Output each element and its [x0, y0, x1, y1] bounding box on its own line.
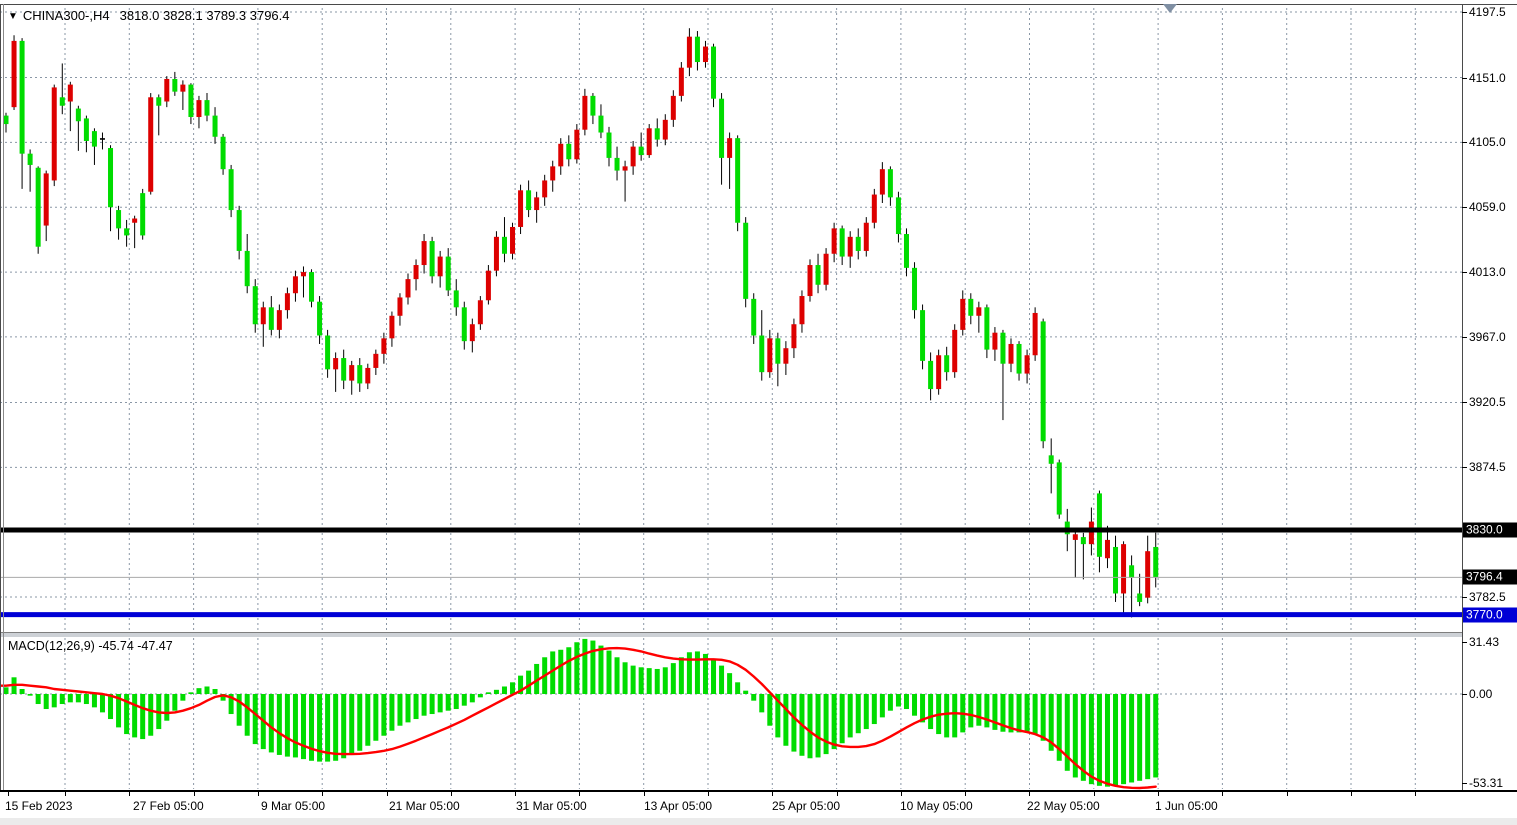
price-tick	[1462, 142, 1467, 143]
time-axis-tick	[579, 791, 580, 796]
time-axis-tick	[1351, 791, 1352, 796]
time-axis-tick	[644, 791, 645, 796]
price-tick	[1462, 207, 1467, 208]
time-axis-tick	[194, 791, 195, 796]
price-tick	[1462, 272, 1467, 273]
time-axis-tick	[387, 791, 388, 796]
price-tick	[1462, 467, 1467, 468]
title-ohlc-values: 3818.0 3828.1 3789.3 3796.4	[119, 8, 290, 23]
price-tick	[1462, 78, 1467, 79]
time-axis-tick	[322, 791, 323, 796]
time-axis-label: 10 May 05:00	[900, 799, 973, 813]
macd-tick-label: 0.00	[1469, 687, 1493, 701]
macd-tick	[1462, 783, 1467, 784]
time-axis-label: 1 Jun 05:00	[1155, 799, 1218, 813]
window-border-left-inner	[3, 4, 4, 791]
macd-name: MACD(12,26,9)	[8, 639, 95, 653]
time-axis-tick	[772, 791, 773, 796]
axis-divider	[1462, 4, 1463, 791]
time-axis-border	[0, 790, 1517, 792]
level-label-3830: 3830.0	[1463, 522, 1517, 538]
price-tick-label: 4105.0	[1469, 135, 1506, 149]
price-tick	[1462, 402, 1467, 403]
price-tick	[1462, 337, 1467, 338]
time-axis-tick	[451, 791, 452, 796]
macd-tick	[1462, 694, 1467, 695]
macd-indicator-label: MACD(12,26,9) -45.74 -47.47	[8, 639, 173, 653]
time-axis-tick	[1222, 791, 1223, 796]
price-tick-label: 4197.5	[1469, 5, 1506, 19]
time-axis-label: 27 Feb 05:00	[133, 799, 204, 813]
time-axis-tick	[837, 791, 838, 796]
window-border-left	[0, 4, 1, 791]
time-axis-label: 21 Mar 05:00	[389, 799, 460, 813]
time-axis-tick	[1094, 791, 1095, 796]
time-axis-tick	[1415, 791, 1416, 796]
time-axis-tick	[8, 791, 9, 796]
price-tick	[1462, 597, 1467, 598]
macd-tick	[1462, 642, 1467, 643]
time-axis-label: 22 May 05:00	[1027, 799, 1100, 813]
symbol-timeframe: CHINA300-,H4	[22, 8, 110, 23]
macd-values: -45.74 -47.47	[98, 639, 173, 653]
level-label-3770: 3770.0	[1463, 607, 1517, 623]
price-tick-label: 4151.0	[1469, 71, 1506, 85]
time-axis-tick	[258, 791, 259, 796]
time-axis-tick	[515, 791, 516, 796]
chart-title: ▼ CHINA300-,H4 3818.0 3828.1 3789.3 3796.4	[8, 8, 290, 23]
chart-plot-area[interactable]	[0, 0, 1462, 796]
bid-price-label: 3796.4	[1463, 569, 1517, 585]
macd-tick-label: -53.31	[1469, 776, 1504, 790]
time-axis-tick	[129, 791, 130, 796]
price-tick-label: 3874.5	[1469, 460, 1506, 474]
time-axis-label: 13 Apr 05:00	[644, 799, 713, 813]
time-axis-tick	[708, 791, 709, 796]
time-axis-label: 9 Mar 05:00	[261, 799, 326, 813]
time-axis-tick	[1287, 791, 1288, 796]
time-axis-label: 25 Apr 05:00	[772, 799, 841, 813]
price-tick-label: 3782.5	[1469, 590, 1506, 604]
time-axis-label: 15 Feb 2023	[5, 799, 73, 813]
window-border-top	[0, 4, 1517, 5]
macd-tick-label: 31.43	[1469, 635, 1500, 649]
price-tick-label: 3967.0	[1469, 330, 1506, 344]
symbol-dropdown-icon[interactable]: ▼	[8, 11, 18, 22]
price-tick-label: 4059.0	[1469, 200, 1506, 214]
panel-separator[interactable]	[0, 632, 1462, 637]
price-tick	[1462, 12, 1467, 13]
time-axis-tick	[65, 791, 66, 796]
price-tick-label: 3920.5	[1469, 395, 1506, 409]
time-axis-tick	[965, 791, 966, 796]
price-tick-label: 4013.0	[1469, 265, 1506, 279]
bottom-strip	[0, 818, 1517, 825]
time-axis-label: 31 Mar 05:00	[516, 799, 587, 813]
time-axis-tick	[1029, 791, 1030, 796]
time-axis-tick	[901, 791, 902, 796]
scroll-to-end-icon[interactable]	[1163, 4, 1177, 13]
time-axis-tick	[1158, 791, 1159, 796]
